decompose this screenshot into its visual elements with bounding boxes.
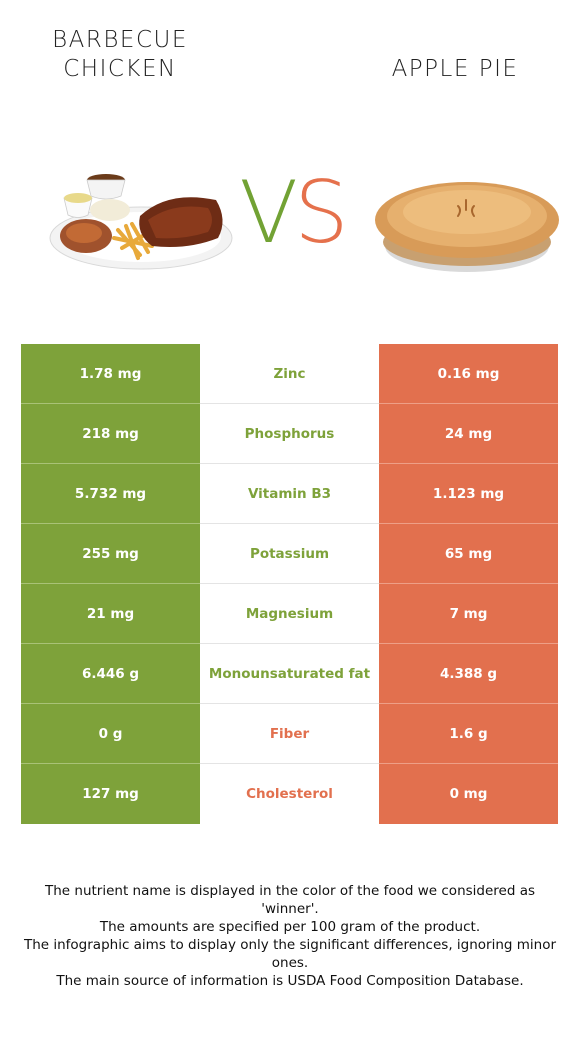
versus-label: VS: [222, 168, 362, 258]
table-row: 255 mg Potassium 65 mg: [21, 524, 558, 584]
nutrient-name: Phosphorus: [200, 404, 379, 464]
nutrient-name: Zinc: [200, 344, 379, 404]
table-row: 21 mg Magnesium 7 mg: [21, 584, 558, 644]
table-row: 127 mg Cholesterol 0 mg: [21, 764, 558, 824]
apple-pie-image: [375, 182, 559, 272]
nutrient-name: Fiber: [200, 704, 379, 764]
nutrient-name: Potassium: [200, 524, 379, 584]
right-value: 4.388 g: [379, 644, 558, 704]
right-value: 0 mg: [379, 764, 558, 824]
left-food-title: BARBECUE CHICKEN: [20, 26, 220, 84]
left-value: 21 mg: [21, 584, 200, 644]
left-value: 5.732 mg: [21, 464, 200, 524]
barbecue-chicken-image: [49, 174, 233, 270]
footnote-line: The amounts are specified per 100 gram o…: [99, 919, 481, 935]
right-value: 24 mg: [379, 404, 558, 464]
right-value: 65 mg: [379, 524, 558, 584]
left-food-title-line1: BARBECUE: [52, 27, 188, 53]
vs-letter-s: S: [294, 163, 349, 263]
footnote-line: The infographic aims to display only the…: [23, 937, 557, 971]
table-row: 1.78 mg Zinc 0.16 mg: [21, 344, 558, 404]
nutrient-name: Magnesium: [200, 584, 379, 644]
right-value: 7 mg: [379, 584, 558, 644]
nutrient-comparison-table: 1.78 mg Zinc 0.16 mg 218 mg Phosphorus 2…: [21, 344, 558, 824]
table-row: 0 g Fiber 1.6 g: [21, 704, 558, 764]
left-value: 218 mg: [21, 404, 200, 464]
vs-letter-v: V: [239, 163, 298, 263]
footnote-line: The main source of information is USDA F…: [56, 973, 524, 989]
table-row: 6.446 g Monounsaturated fat 4.388 g: [21, 644, 558, 704]
right-value: 0.16 mg: [379, 344, 558, 404]
table-row: 5.732 mg Vitamin B3 1.123 mg: [21, 464, 558, 524]
left-food-title-line2: CHICKEN: [63, 56, 177, 82]
footnote-line: The nutrient name is displayed in the co…: [44, 883, 536, 917]
left-value: 255 mg: [21, 524, 200, 584]
left-value: 1.78 mg: [21, 344, 200, 404]
nutrient-name: Vitamin B3: [200, 464, 379, 524]
nutrient-name: Monounsaturated fat: [200, 644, 379, 704]
left-value: 127 mg: [21, 764, 200, 824]
right-value: 1.6 g: [379, 704, 558, 764]
left-value: 0 g: [21, 704, 200, 764]
left-value: 6.446 g: [21, 644, 200, 704]
nutrient-name: Cholesterol: [200, 764, 379, 824]
table-row: 218 mg Phosphorus 24 mg: [21, 404, 558, 464]
right-food-title: APPLE PIE: [391, 56, 519, 82]
right-value: 1.123 mg: [379, 464, 558, 524]
footnote: The nutrient name is displayed in the co…: [20, 882, 560, 990]
